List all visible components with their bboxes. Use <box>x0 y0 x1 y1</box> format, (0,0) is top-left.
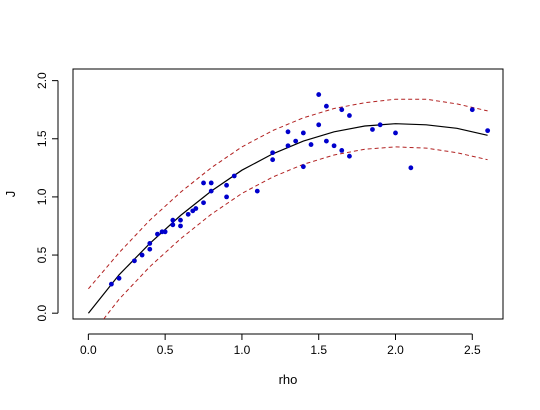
data-point <box>323 138 329 144</box>
data-point <box>162 229 168 235</box>
data-point <box>347 153 352 159</box>
upper-confidence-band <box>88 98 488 290</box>
data-point <box>139 252 145 258</box>
data-point <box>293 138 299 144</box>
data-point <box>208 180 214 186</box>
lower-confidence-band <box>103 146 488 320</box>
data-point <box>331 143 337 149</box>
data-point <box>393 130 398 136</box>
y-tick-label: 1.0 <box>35 188 49 205</box>
data-point <box>323 103 329 109</box>
data-point <box>316 92 322 97</box>
x-tick-label: 1.5 <box>310 343 327 357</box>
data-point <box>300 130 306 136</box>
data-point <box>208 188 214 194</box>
x-axis: 0.0 0.5 1.0 1.5 2.0 2.5 <box>80 333 481 357</box>
data-point <box>254 188 260 194</box>
x-tick-label: 2.5 <box>464 343 481 357</box>
y-tick-label: 0.5 <box>35 246 49 263</box>
data-point <box>178 217 183 223</box>
data-point <box>170 222 176 228</box>
data-point <box>178 223 183 229</box>
data-point <box>370 127 375 132</box>
data-point <box>132 258 137 264</box>
data-points <box>108 92 491 287</box>
data-point <box>347 113 352 118</box>
plot-frame <box>72 68 504 320</box>
data-point <box>285 143 291 149</box>
x-tick-label: 2.0 <box>387 343 404 357</box>
data-point <box>270 150 276 156</box>
confidence-bands <box>88 98 488 320</box>
data-point <box>469 107 475 113</box>
data-point <box>201 180 206 186</box>
x-tick-label: 0.5 <box>157 343 174 357</box>
data-point <box>147 241 153 246</box>
data-point <box>270 157 276 163</box>
y-tick-label: 0.0 <box>35 305 49 322</box>
data-point <box>193 206 199 211</box>
data-point <box>308 142 314 147</box>
data-point <box>339 147 345 153</box>
data-point <box>170 217 176 223</box>
data-point <box>300 164 306 170</box>
x-tick-label: 0.0 <box>80 343 97 357</box>
data-point <box>224 182 229 188</box>
data-point <box>116 275 122 281</box>
data-point <box>316 122 322 128</box>
data-point <box>108 281 114 287</box>
data-point <box>185 211 191 217</box>
data-point <box>147 246 153 252</box>
y-tick-label: 2.0 <box>35 72 49 89</box>
data-point <box>285 129 291 135</box>
data-point <box>224 194 229 200</box>
data-point <box>377 122 383 128</box>
data-point <box>408 165 414 171</box>
data-point <box>339 107 345 113</box>
data-point <box>231 173 237 179</box>
data-point <box>485 128 491 134</box>
data-point <box>155 231 160 237</box>
data-point <box>201 200 206 206</box>
y-axis: 0.0 0.5 1.0 1.5 2.0 <box>35 72 59 322</box>
y-tick-label: 1.5 <box>35 130 49 147</box>
x-tick-label: 1.0 <box>234 343 251 357</box>
x-axis-label: rho <box>279 372 298 387</box>
y-axis-label: J <box>3 191 18 198</box>
